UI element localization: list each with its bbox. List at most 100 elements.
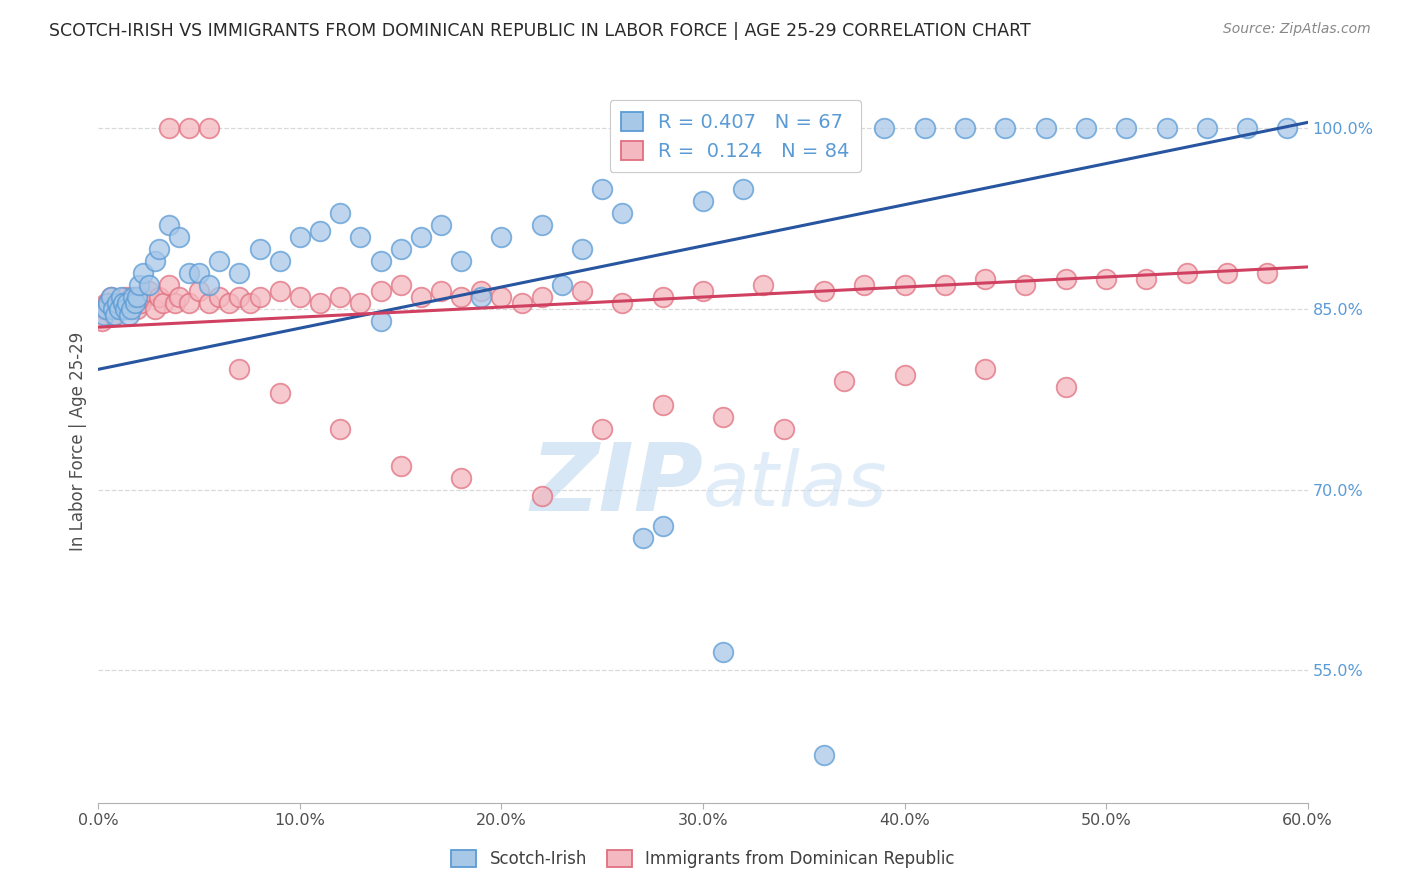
Point <box>651 519 673 533</box>
Legend: R = 0.407   N = 67, R =  0.124   N = 84: R = 0.407 N = 67, R = 0.124 N = 84 <box>610 101 860 172</box>
Point <box>793 152 815 166</box>
Point <box>105 296 128 310</box>
Point <box>118 308 141 322</box>
Point <box>349 296 371 310</box>
Point <box>110 301 132 317</box>
Point <box>107 301 129 317</box>
Point <box>103 296 125 310</box>
Point <box>114 301 136 317</box>
Point <box>148 242 170 256</box>
Point <box>125 301 148 317</box>
Point <box>163 296 186 310</box>
Point <box>309 296 332 310</box>
Point <box>530 489 553 503</box>
Point <box>101 301 124 317</box>
Point <box>934 277 956 292</box>
Point <box>853 277 876 292</box>
Point <box>1074 121 1097 136</box>
Point <box>1156 121 1178 136</box>
Point <box>118 296 141 310</box>
Point <box>101 308 124 322</box>
Point <box>148 290 170 304</box>
Point <box>510 296 533 310</box>
Point <box>157 121 180 136</box>
Point <box>115 301 138 317</box>
Point <box>96 301 118 317</box>
Point <box>110 290 132 304</box>
Point <box>143 254 166 268</box>
Point <box>249 290 271 304</box>
Point <box>239 296 262 310</box>
Point <box>100 290 122 304</box>
Point <box>269 284 291 298</box>
Point <box>1175 266 1198 280</box>
Point <box>651 398 673 412</box>
Y-axis label: In Labor Force | Age 25-29: In Labor Force | Age 25-29 <box>69 332 87 551</box>
Point <box>914 121 936 136</box>
Point <box>571 284 593 298</box>
Point <box>103 308 125 322</box>
Point <box>228 266 250 280</box>
Point <box>591 423 613 437</box>
Point <box>111 296 134 310</box>
Point <box>128 290 150 304</box>
Point <box>530 218 553 232</box>
Text: atlas: atlas <box>703 448 887 522</box>
Point <box>269 254 291 268</box>
Point <box>128 277 150 292</box>
Point <box>124 290 146 304</box>
Point <box>188 266 211 280</box>
Point <box>198 296 221 310</box>
Point <box>1256 266 1278 280</box>
Point <box>1054 272 1077 286</box>
Point <box>129 296 152 310</box>
Point <box>1035 121 1057 136</box>
Point <box>188 284 211 298</box>
Point <box>132 290 155 304</box>
Point <box>198 121 221 136</box>
Text: ZIP: ZIP <box>530 439 703 531</box>
Point <box>752 277 775 292</box>
Point <box>893 277 915 292</box>
Point <box>450 254 472 268</box>
Point <box>370 254 392 268</box>
Point <box>1216 266 1239 280</box>
Text: SCOTCH-IRISH VS IMMIGRANTS FROM DOMINICAN REPUBLIC IN LABOR FORCE | AGE 25-29 CO: SCOTCH-IRISH VS IMMIGRANTS FROM DOMINICA… <box>49 22 1031 40</box>
Point <box>389 277 412 292</box>
Point <box>111 296 134 310</box>
Point <box>711 645 734 659</box>
Point <box>121 290 143 304</box>
Point <box>125 290 148 304</box>
Point <box>651 290 673 304</box>
Point <box>269 386 291 401</box>
Point <box>93 308 115 322</box>
Point <box>893 368 915 383</box>
Point <box>409 290 432 304</box>
Point <box>974 362 997 376</box>
Point <box>228 362 250 376</box>
Point <box>813 747 835 762</box>
Point <box>370 314 392 328</box>
Point <box>631 531 654 545</box>
Point <box>430 218 453 232</box>
Point <box>228 290 250 304</box>
Point <box>953 121 976 136</box>
Point <box>132 266 155 280</box>
Point <box>329 423 352 437</box>
Point <box>470 284 492 298</box>
Point <box>551 277 574 292</box>
Point <box>288 290 311 304</box>
Point <box>430 284 453 298</box>
Point <box>309 224 332 238</box>
Point <box>711 410 734 425</box>
Point <box>124 296 146 310</box>
Point <box>530 290 553 304</box>
Point <box>167 230 190 244</box>
Point <box>115 296 138 310</box>
Point <box>389 242 412 256</box>
Point <box>138 284 160 298</box>
Point <box>733 181 755 195</box>
Point <box>571 242 593 256</box>
Point <box>179 296 201 310</box>
Point <box>349 230 371 244</box>
